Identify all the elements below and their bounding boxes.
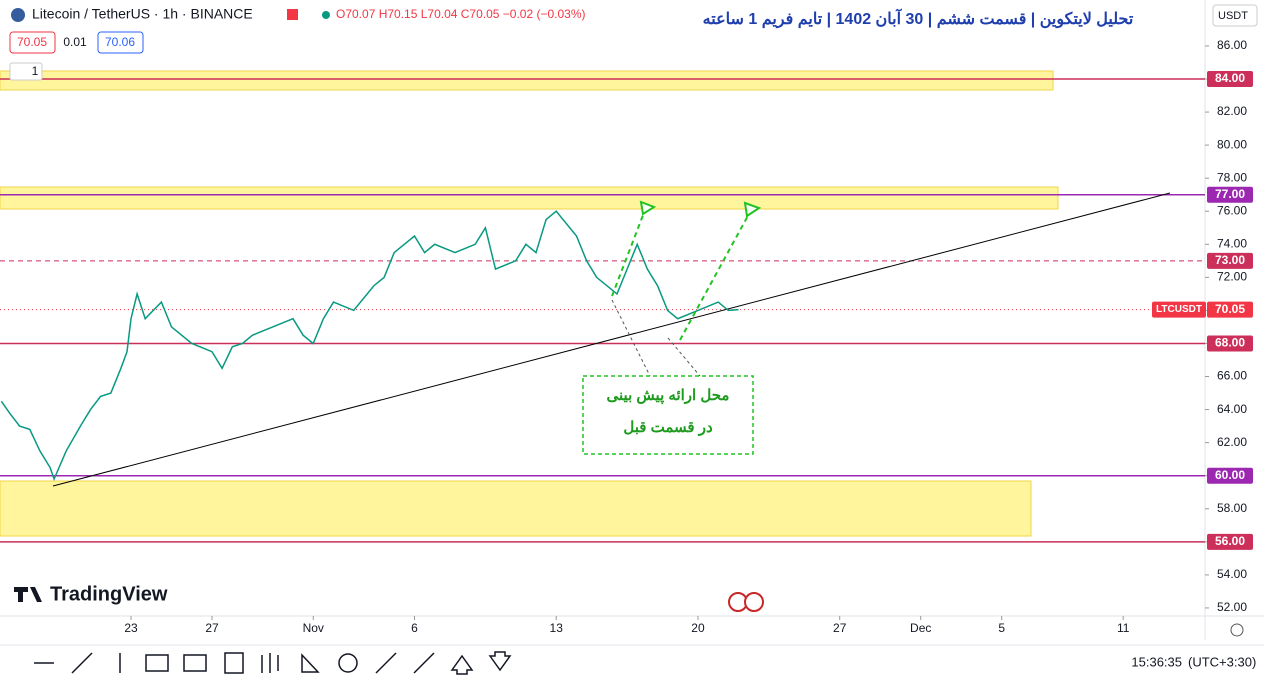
trendline [52, 192, 1171, 487]
spread: 0.01 [63, 35, 87, 49]
x-tick-label: 27 [205, 621, 219, 635]
status-dot [322, 11, 330, 19]
y-tick-label: 64.00 [1217, 402, 1247, 416]
y-tick-label: 52.00 [1217, 600, 1247, 614]
level-label: 77.00 [1215, 187, 1245, 201]
y-tick-label: 72.00 [1217, 270, 1247, 284]
x-tick-label: 6 [411, 621, 418, 635]
x-tick-label: 11 [1117, 621, 1130, 635]
bid: 70.05 [17, 35, 47, 49]
prediction-arrows [611, 209, 751, 377]
chart-title: تحلیل لایتکوین | قسمت ششم | 30 آبان 1402… [703, 7, 1134, 29]
level-tag [1207, 71, 1253, 88]
y-tick-label: 80.00 [1217, 137, 1247, 151]
x-tick-label: Dec [910, 621, 931, 635]
symbol-tag-label: LTCUSDT [1156, 304, 1202, 315]
x-tick-label: 23 [124, 621, 138, 635]
arrow-head [743, 201, 762, 218]
symbol-title[interactable]: Litecoin / TetherUS · 1h · BINANCE [32, 6, 253, 22]
symbol-logo [11, 8, 25, 22]
annotation-text: محل ارائه پیش بینی [607, 387, 730, 405]
x-tick-label: Nov [303, 621, 324, 635]
y-tick-label: 82.00 [1217, 104, 1247, 118]
bid-box[interactable] [9, 31, 56, 54]
brand-logo [14, 587, 42, 602]
y-tick-label: 74.00 [1217, 236, 1247, 250]
x-tick-label: 5 [998, 621, 1005, 635]
ohlc: O70.07 H70.15 L70.04 C70.05 −0.02 (−0.03… [336, 7, 586, 21]
brand: TradingView [50, 583, 168, 605]
price-line [0, 210, 739, 482]
level-tag [1207, 186, 1253, 203]
timezone[interactable]: (UTC+3:30) [1188, 654, 1256, 669]
clock: 15:36:35 [1131, 654, 1182, 669]
level-label: 60.00 [1215, 468, 1245, 482]
y-tick-label: 78.00 [1217, 170, 1247, 184]
ask-box[interactable] [97, 31, 144, 54]
level-label: 68.00 [1215, 336, 1245, 350]
level-label: 73.00 [1215, 253, 1245, 267]
zone [0, 480, 1032, 537]
currency-box[interactable] [1212, 4, 1258, 27]
flag-icon[interactable] [287, 9, 298, 20]
annotation-box [582, 375, 754, 455]
level-tag [1207, 467, 1253, 484]
event-icon[interactable] [744, 592, 764, 612]
arrow-head [639, 200, 657, 216]
indicator-toggle[interactable] [9, 62, 43, 81]
y-tick-label: 54.00 [1217, 567, 1247, 581]
last-price-label: 70.05 [1215, 302, 1245, 316]
level-tag [1207, 252, 1253, 269]
y-tick-label: 58.00 [1217, 501, 1247, 515]
indicator-count: 1 [32, 64, 39, 78]
annotation-text: در قسمت قبل [623, 419, 713, 436]
level-label: 84.00 [1215, 71, 1245, 85]
settings-icon[interactable] [1230, 623, 1244, 637]
x-tick-label: 27 [833, 621, 847, 635]
level-tag [1207, 335, 1253, 352]
toolbar[interactable] [34, 651, 512, 675]
last-price-tag [1207, 301, 1253, 318]
zone [0, 186, 1059, 210]
level-label: 56.00 [1215, 534, 1245, 548]
y-tick-label: 76.00 [1217, 203, 1247, 217]
y-tick-label: 66.00 [1217, 369, 1247, 383]
y-tick-label: 62.00 [1217, 435, 1247, 449]
level-tag [1207, 533, 1253, 550]
x-tick-label: 13 [550, 621, 564, 635]
zone [0, 70, 1054, 91]
symbol-tag [1152, 301, 1206, 318]
y-tick-label: 86.00 [1217, 38, 1247, 52]
currency: USDT [1218, 10, 1248, 22]
x-tick-label: 20 [691, 621, 705, 635]
ask: 70.06 [105, 35, 135, 49]
